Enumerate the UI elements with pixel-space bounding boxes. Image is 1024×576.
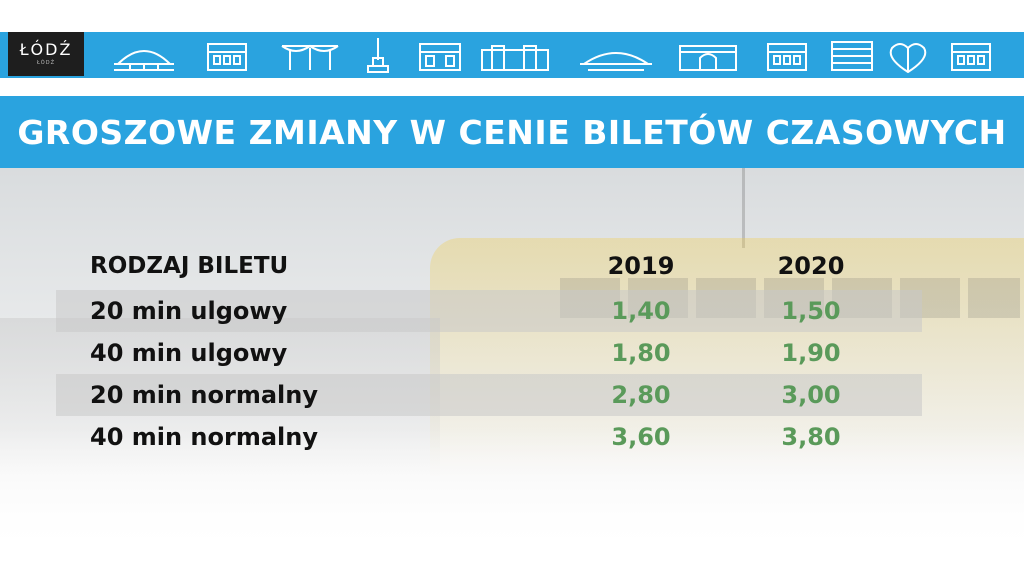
logo-text: ŁÓDŹ <box>19 40 73 59</box>
logo-subtext: ŁÓDŹ <box>36 60 56 66</box>
header-ticket-type: RODZAJ BILETU <box>90 253 289 279</box>
heart-sculpture-icon <box>889 43 927 74</box>
table-row: 40 min ulgowy 1,80 1,90 <box>56 332 922 374</box>
table-row: 20 min ulgowy 1,40 1,50 <box>56 290 922 332</box>
background-pole <box>742 168 745 248</box>
ticket-name: 20 min normalny <box>90 381 318 409</box>
price-2019: 1,80 <box>611 339 671 367</box>
table-row: 20 min normalny 2,80 3,00 <box>56 374 922 416</box>
office-building-icon <box>831 41 873 71</box>
umbrella-roof-icon <box>281 44 339 70</box>
ticket-name: 40 min normalny <box>90 423 318 451</box>
title-banner: GROSZOWE ZMIANY W CENIE BILETÓW CZASOWYC… <box>0 96 1024 168</box>
arena-icon <box>580 52 652 71</box>
page-title: GROSZOWE ZMIANY W CENIE BILETÓW CZASOWYC… <box>17 112 1007 152</box>
ticket-name: 20 min ulgowy <box>90 297 288 325</box>
city-logo: ŁÓDŹ ŁÓDŹ <box>8 32 84 76</box>
price-2019: 1,40 <box>611 297 671 325</box>
background-fade <box>0 428 1024 576</box>
background-photo <box>0 168 1024 576</box>
ticket-price-table: RODZAJ BILETU 2019 2020 20 min ulgowy 1,… <box>56 246 922 458</box>
price-2019: 3,60 <box>611 423 671 451</box>
palace-icon <box>207 43 247 71</box>
ticket-name: 40 min ulgowy <box>90 339 288 367</box>
tenement-icon <box>767 43 807 71</box>
price-2020: 1,50 <box>781 297 841 325</box>
header-year-2019: 2019 <box>607 252 675 280</box>
skyline-icons <box>100 34 1010 76</box>
price-2020: 1,90 <box>781 339 841 367</box>
gate-building-icon <box>679 45 737 71</box>
villa-icon <box>951 43 991 71</box>
price-2019: 2,80 <box>611 381 671 409</box>
townhouse-icon <box>419 43 461 71</box>
railway-station-icon <box>114 50 174 71</box>
price-2020: 3,80 <box>781 423 841 451</box>
monument-icon <box>367 38 389 73</box>
factory-icon <box>481 45 549 71</box>
table-row: 40 min normalny 3,60 3,80 <box>56 416 922 458</box>
table-header-row: RODZAJ BILETU 2019 2020 <box>56 246 922 286</box>
price-2020: 3,00 <box>781 381 841 409</box>
header-year-2020: 2020 <box>777 252 845 280</box>
